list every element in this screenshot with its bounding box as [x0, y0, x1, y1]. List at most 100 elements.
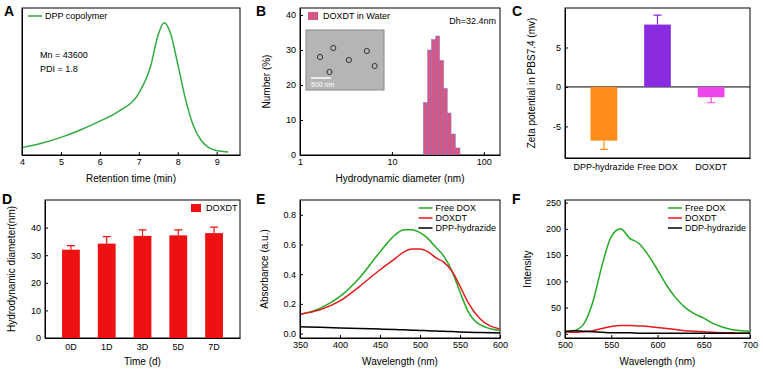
- y-tick: 30: [31, 251, 48, 261]
- y-tick-label: 0.4: [283, 270, 296, 280]
- legend-label: DPP copolymer: [45, 11, 107, 21]
- annotation: Dh=32.4nm: [449, 16, 496, 26]
- x-tick: DPP-hydrazide: [574, 158, 635, 172]
- bar: [644, 25, 671, 87]
- x-tick-label: 7D: [208, 342, 220, 352]
- x-tick: 650: [697, 335, 712, 350]
- legend-label: DOXDT: [206, 203, 238, 213]
- panel: 3504004505005506000.00.20.40.60.8Wavelen…: [256, 191, 508, 367]
- legend-swatch: [308, 12, 318, 20]
- y-tick-label: 0.8: [283, 210, 296, 220]
- x-tick-label: 500: [558, 340, 573, 350]
- annotation: Mn = 43600: [40, 50, 88, 60]
- y-tick-mark: [45, 283, 48, 284]
- y-tick-mark: [300, 120, 303, 121]
- legend-swatch: [668, 227, 682, 229]
- histogram-bar: [455, 148, 460, 155]
- panel-label: D: [2, 191, 12, 207]
- x-tick-label: 10: [387, 157, 397, 167]
- y-tick-label: 30: [31, 251, 41, 261]
- data-line: [300, 327, 500, 333]
- legend-item: Free DOX: [418, 203, 476, 213]
- y-tick-mark: [300, 334, 303, 335]
- panel-label: E: [256, 191, 265, 207]
- x-tick-mark: [484, 152, 485, 155]
- y-tick: 0.2: [283, 299, 303, 309]
- error-bar: [67, 246, 75, 250]
- y-tick-label: 20: [286, 80, 296, 90]
- x-tick-mark: [420, 335, 421, 338]
- inset-image: [306, 30, 384, 90]
- y-tick-label: 0: [556, 329, 561, 339]
- y-tick: 40: [31, 223, 48, 233]
- plot-frame: [45, 200, 240, 338]
- plot-area: [565, 229, 750, 333]
- y-tick: 10: [286, 115, 303, 125]
- x-tick: 1D: [101, 338, 113, 352]
- error-bar: [174, 230, 182, 236]
- legend-swatch: [668, 207, 682, 209]
- y-tick-mark: [565, 229, 568, 230]
- y-tick-mark: [45, 255, 48, 256]
- y-tick: 30: [286, 45, 303, 55]
- x-tick-mark: [340, 335, 341, 338]
- y-tick-label: 0: [36, 333, 41, 343]
- bar: [205, 233, 223, 338]
- y-tick-mark: [300, 274, 303, 275]
- x-axis: 110100: [298, 152, 501, 167]
- legend-item: DPP-hydrazide: [418, 223, 496, 233]
- plot-area: [423, 36, 460, 155]
- error-bar: [139, 230, 147, 236]
- y-tick-label: 0.2: [283, 299, 296, 309]
- x-tick-label: 600: [650, 340, 665, 350]
- error-bar: [707, 97, 715, 103]
- x-tick-label: 5: [59, 157, 64, 167]
- legend: Free DOXDOXDTDPP-hydrazide: [418, 203, 496, 233]
- legend-label: Free DOX: [685, 203, 726, 213]
- histogram-bar: [451, 134, 455, 155]
- y-axis-line: [300, 201, 301, 339]
- bar: [698, 87, 725, 97]
- x-tick-label: 500: [413, 340, 428, 350]
- error-bar: [103, 237, 111, 244]
- y-tick-mark: [565, 126, 568, 127]
- legend-swatch: [418, 217, 432, 219]
- y-tick-mark: [565, 308, 568, 309]
- legend-item: Free DOX: [668, 203, 726, 213]
- x-tick: 100: [477, 152, 492, 167]
- data-line: [565, 229, 750, 332]
- data-line: [565, 331, 750, 334]
- legend-label: DPP-hydrazide: [435, 223, 496, 233]
- y-tick: 10: [31, 306, 48, 316]
- panel: 456789Retention time (min)AMn = 43600PDI…: [4, 3, 241, 184]
- x-tick-label: 0D: [65, 342, 77, 352]
- y-axis: 010203040: [31, 201, 48, 344]
- y-tick-label: 0: [556, 82, 561, 92]
- y-axis-line: [22, 9, 23, 156]
- x-tick-mark: [100, 152, 101, 155]
- x-tick: 700: [743, 335, 758, 350]
- inset-particle: [364, 48, 369, 53]
- x-tick-label: 350: [293, 340, 308, 350]
- panel: DPP-hydrazideFree DOXDOXDT-505Zeta poten…: [512, 3, 751, 172]
- y-tick-mark: [45, 310, 48, 311]
- y-axis-title: Absorbance (a.u.): [259, 229, 270, 309]
- histogram-bar: [440, 61, 444, 156]
- inset-particle: [346, 57, 351, 62]
- panel-label: F: [512, 191, 521, 207]
- x-tick-label: 600: [493, 340, 508, 350]
- y-tick-mark: [565, 281, 568, 282]
- x-axis: 500550600650700: [558, 335, 758, 350]
- figure: 456789Retention time (min)AMn = 43600PDI…: [0, 0, 763, 378]
- legend-label: DOXDT in Water: [323, 11, 390, 21]
- plot-frame: [565, 8, 750, 158]
- x-tick-mark: [217, 152, 218, 155]
- y-tick: -5: [553, 122, 568, 132]
- y-tick-label: 10: [286, 115, 296, 125]
- y-tick-label: 100: [546, 277, 561, 287]
- legend-item: DOXDT: [668, 213, 717, 223]
- x-tick-label: 100: [477, 157, 492, 167]
- y-tick-label: 0.0: [283, 329, 296, 339]
- data-line: [300, 230, 500, 331]
- x-tick-mark: [704, 335, 705, 338]
